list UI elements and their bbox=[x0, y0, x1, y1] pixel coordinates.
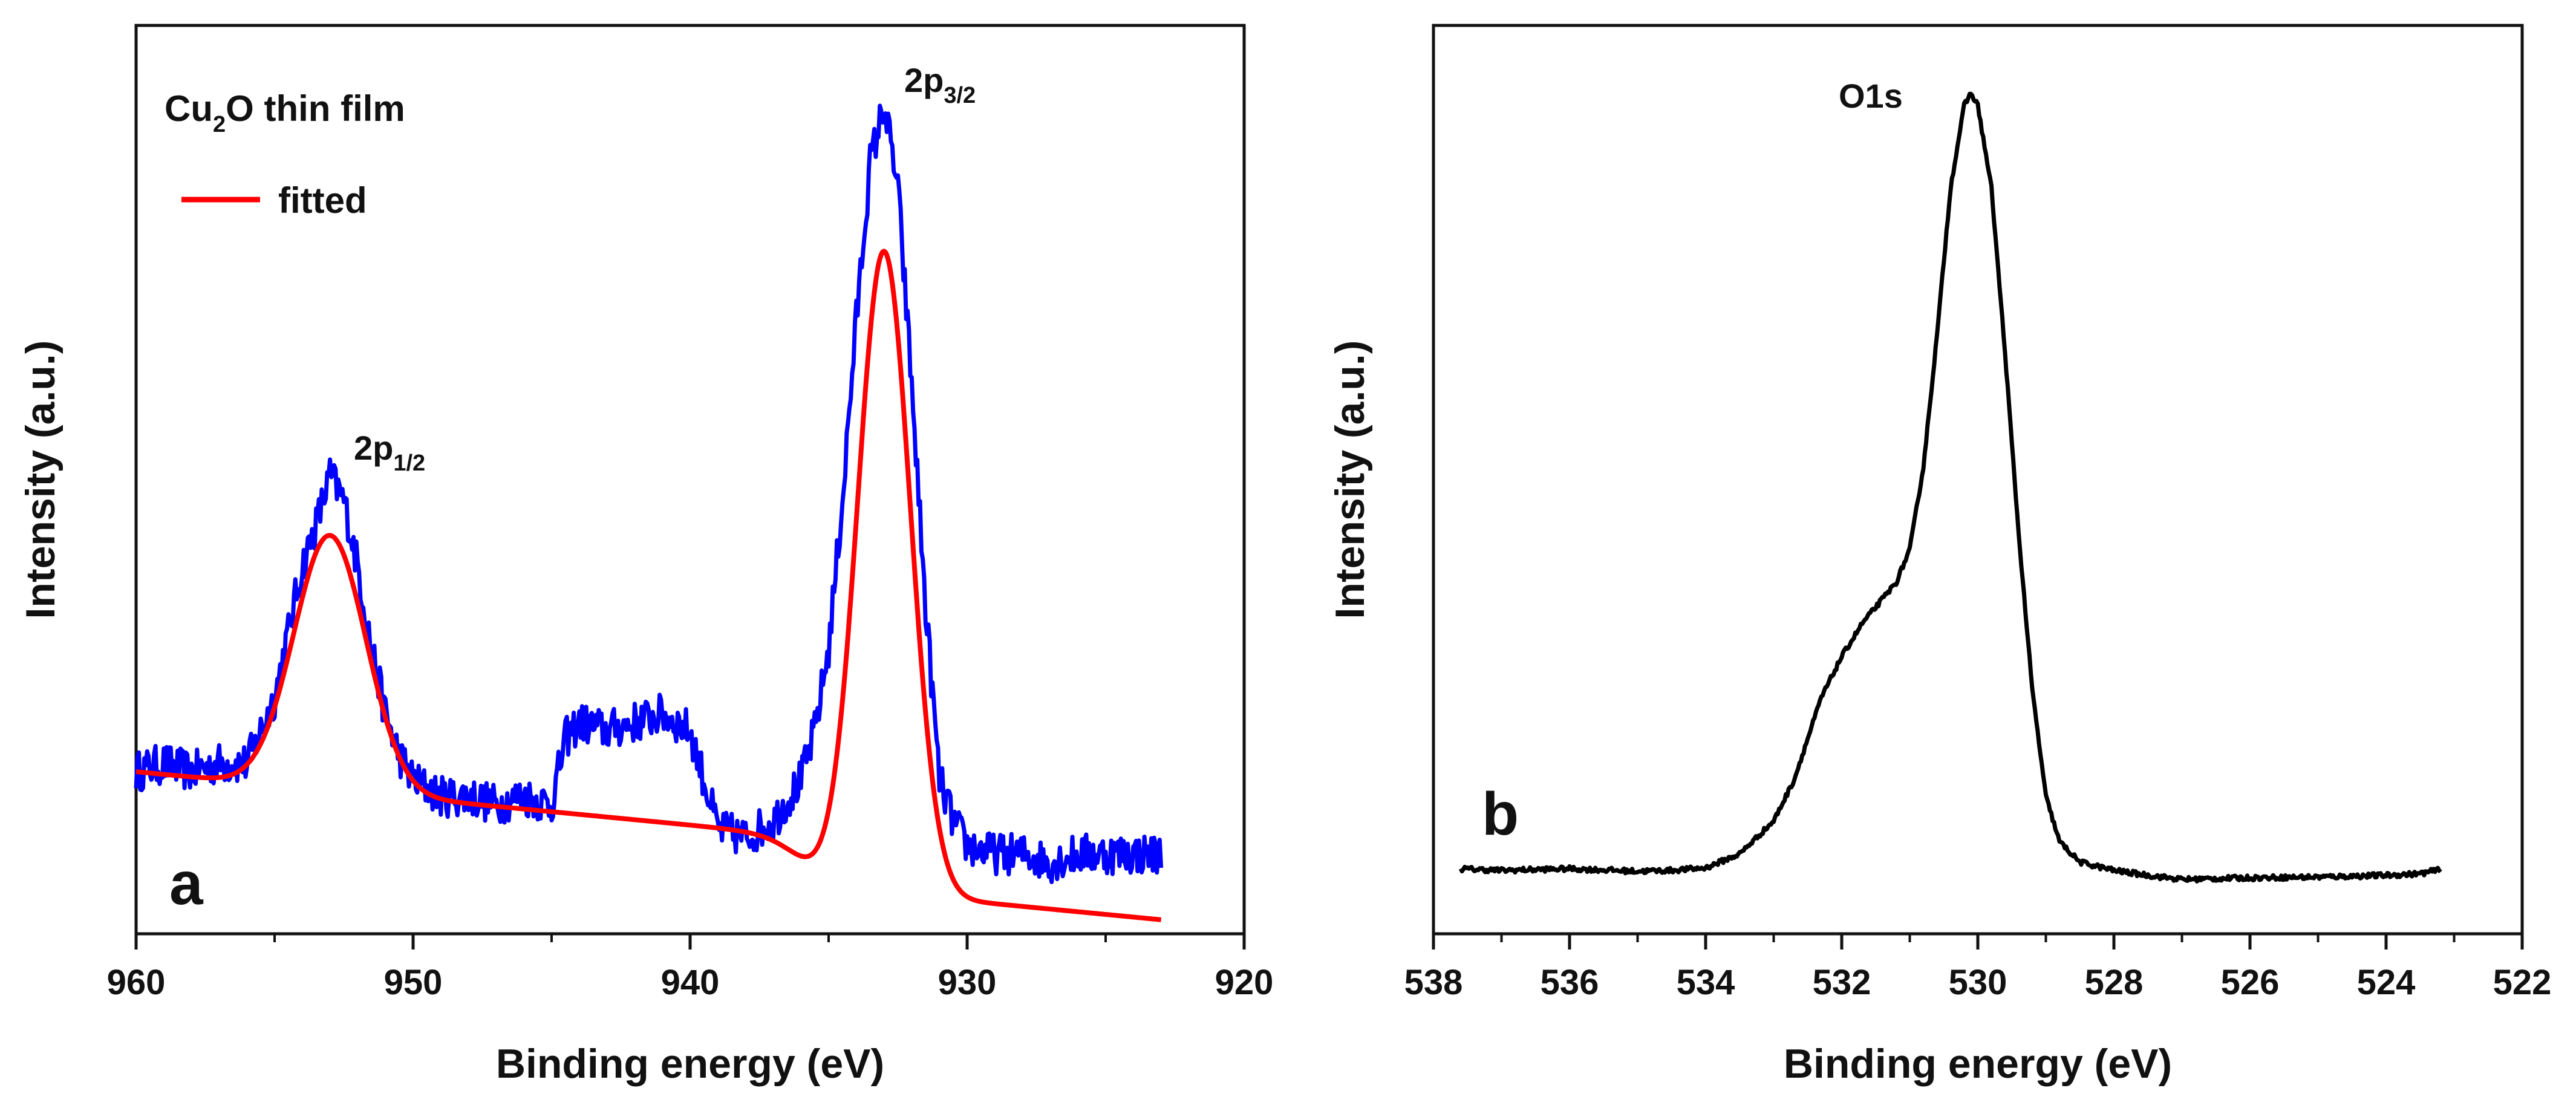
peak-label-2p-3-2: 2p3/2 bbox=[904, 61, 976, 108]
x-tick-label: 530 bbox=[1949, 963, 2007, 1002]
panel-a-sample-label: Cu2O thin film bbox=[165, 88, 405, 137]
x-tick-label: 526 bbox=[2221, 963, 2280, 1002]
panel-a-cu2p-spectrum: 960 950 940 930 920 Cu2O thin film fitted 2p… bbox=[18, 24, 1274, 1087]
panel-a-legend: fitted bbox=[181, 180, 367, 221]
x-tick-label: 524 bbox=[2357, 963, 2416, 1002]
x-tick-label: 950 bbox=[384, 963, 443, 1002]
x-tick-label: 534 bbox=[1677, 963, 1735, 1002]
panel-a-letter: a bbox=[169, 850, 204, 917]
x-tick-label: 920 bbox=[1215, 963, 1274, 1002]
x-tick-label: 930 bbox=[938, 963, 997, 1002]
panel-a-x-ticks: 960 950 940 930 920 bbox=[107, 934, 1274, 1002]
x-tick-label: 528 bbox=[2085, 963, 2144, 1002]
x-tick-label: 536 bbox=[1541, 963, 1599, 1002]
peak-label-2p-1-2: 2p1/2 bbox=[354, 429, 425, 476]
series-fitted-line bbox=[135, 249, 1162, 922]
panel-a-series bbox=[134, 103, 1164, 922]
panel-b-series bbox=[1458, 91, 2442, 884]
legend-label-fitted: fitted bbox=[278, 180, 367, 221]
panel-b-x-axis-title: Binding energy (eV) bbox=[1784, 1041, 2172, 1087]
series-o1s-line bbox=[1458, 91, 2442, 884]
x-tick-label: 940 bbox=[661, 963, 720, 1002]
panel-a-plot-frame bbox=[134, 24, 1246, 936]
x-tick-label: 532 bbox=[1813, 963, 1871, 1002]
x-tick-label: 538 bbox=[1404, 963, 1463, 1002]
x-tick-label: 522 bbox=[2493, 963, 2552, 1002]
series-measured-line bbox=[134, 103, 1164, 884]
panel-b-y-axis-title: Intensity (a.u.) bbox=[1327, 340, 1373, 619]
panel-b-x-ticks: 538 536 534 532 530 528 526 524 522 bbox=[1404, 934, 2552, 1002]
panel-b-letter: b bbox=[1482, 780, 1519, 848]
x-tick-label: 960 bbox=[107, 963, 166, 1002]
panel-b-plot-frame bbox=[1432, 24, 2524, 936]
panel-a-y-axis-title: Intensity (a.u.) bbox=[18, 340, 64, 619]
peak-label-o1s: O1s bbox=[1839, 77, 1903, 115]
panel-a-x-axis-title: Binding energy (eV) bbox=[496, 1041, 884, 1087]
panel-b-o1s-spectrum: 538 536 534 532 530 528 526 524 522 O1s b Bindin… bbox=[1327, 24, 2552, 1087]
